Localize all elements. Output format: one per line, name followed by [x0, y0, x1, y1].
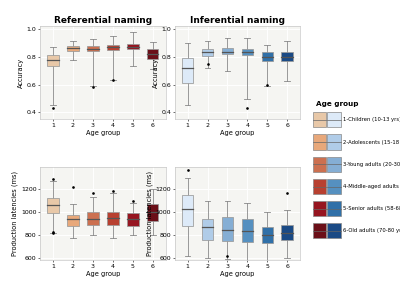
- Bar: [67, 215, 79, 226]
- X-axis label: Age group: Age group: [86, 271, 120, 277]
- Bar: [202, 49, 213, 56]
- FancyBboxPatch shape: [312, 157, 326, 172]
- FancyBboxPatch shape: [328, 201, 340, 216]
- FancyBboxPatch shape: [328, 157, 340, 172]
- X-axis label: Age group: Age group: [220, 271, 255, 277]
- Text: 5-Senior adults (58-68 yrs): 5-Senior adults (58-68 yrs): [343, 206, 400, 211]
- Bar: [87, 46, 99, 51]
- Title: Inferential naming: Inferential naming: [190, 16, 285, 25]
- FancyBboxPatch shape: [328, 134, 340, 150]
- Bar: [107, 45, 118, 50]
- FancyBboxPatch shape: [312, 201, 326, 216]
- Bar: [262, 227, 273, 243]
- Bar: [147, 204, 158, 221]
- Text: 1-Children (10-13 yrs): 1-Children (10-13 yrs): [343, 117, 400, 123]
- Text: Age group: Age group: [316, 101, 358, 107]
- Bar: [282, 225, 293, 240]
- Y-axis label: Accuracy: Accuracy: [152, 58, 158, 88]
- Bar: [282, 52, 293, 61]
- Text: 4-Middle-aged adults (40-50 yrs): 4-Middle-aged adults (40-50 yrs): [343, 184, 400, 189]
- Bar: [127, 44, 138, 49]
- Bar: [202, 219, 213, 240]
- FancyBboxPatch shape: [312, 112, 326, 127]
- FancyBboxPatch shape: [312, 179, 326, 194]
- Bar: [47, 55, 59, 66]
- Text: 3-Young adults (20-30 yrs): 3-Young adults (20-30 yrs): [343, 162, 400, 167]
- X-axis label: Age group: Age group: [220, 130, 255, 136]
- Bar: [67, 46, 79, 51]
- Y-axis label: Production latencies (ms): Production latencies (ms): [146, 171, 153, 256]
- Bar: [262, 52, 273, 61]
- FancyBboxPatch shape: [328, 112, 340, 127]
- Y-axis label: Production latencies (ms): Production latencies (ms): [12, 171, 18, 256]
- FancyBboxPatch shape: [328, 223, 340, 238]
- Bar: [222, 217, 233, 241]
- Bar: [242, 49, 253, 55]
- Text: 2-Adolescents (15-18 yrs): 2-Adolescents (15-18 yrs): [343, 140, 400, 145]
- Y-axis label: Accuracy: Accuracy: [18, 58, 24, 88]
- Text: 6-Old adults (70-80 yrs): 6-Old adults (70-80 yrs): [343, 228, 400, 233]
- Bar: [127, 213, 138, 226]
- Bar: [87, 212, 99, 225]
- Bar: [242, 219, 253, 242]
- FancyBboxPatch shape: [312, 134, 326, 150]
- Bar: [147, 49, 158, 59]
- Bar: [182, 58, 193, 83]
- Title: Referential naming: Referential naming: [54, 16, 152, 25]
- FancyBboxPatch shape: [328, 179, 340, 194]
- X-axis label: Age group: Age group: [86, 130, 120, 136]
- Bar: [182, 195, 193, 226]
- Bar: [222, 48, 233, 54]
- Bar: [47, 198, 59, 213]
- FancyBboxPatch shape: [312, 223, 326, 238]
- Bar: [107, 212, 118, 225]
